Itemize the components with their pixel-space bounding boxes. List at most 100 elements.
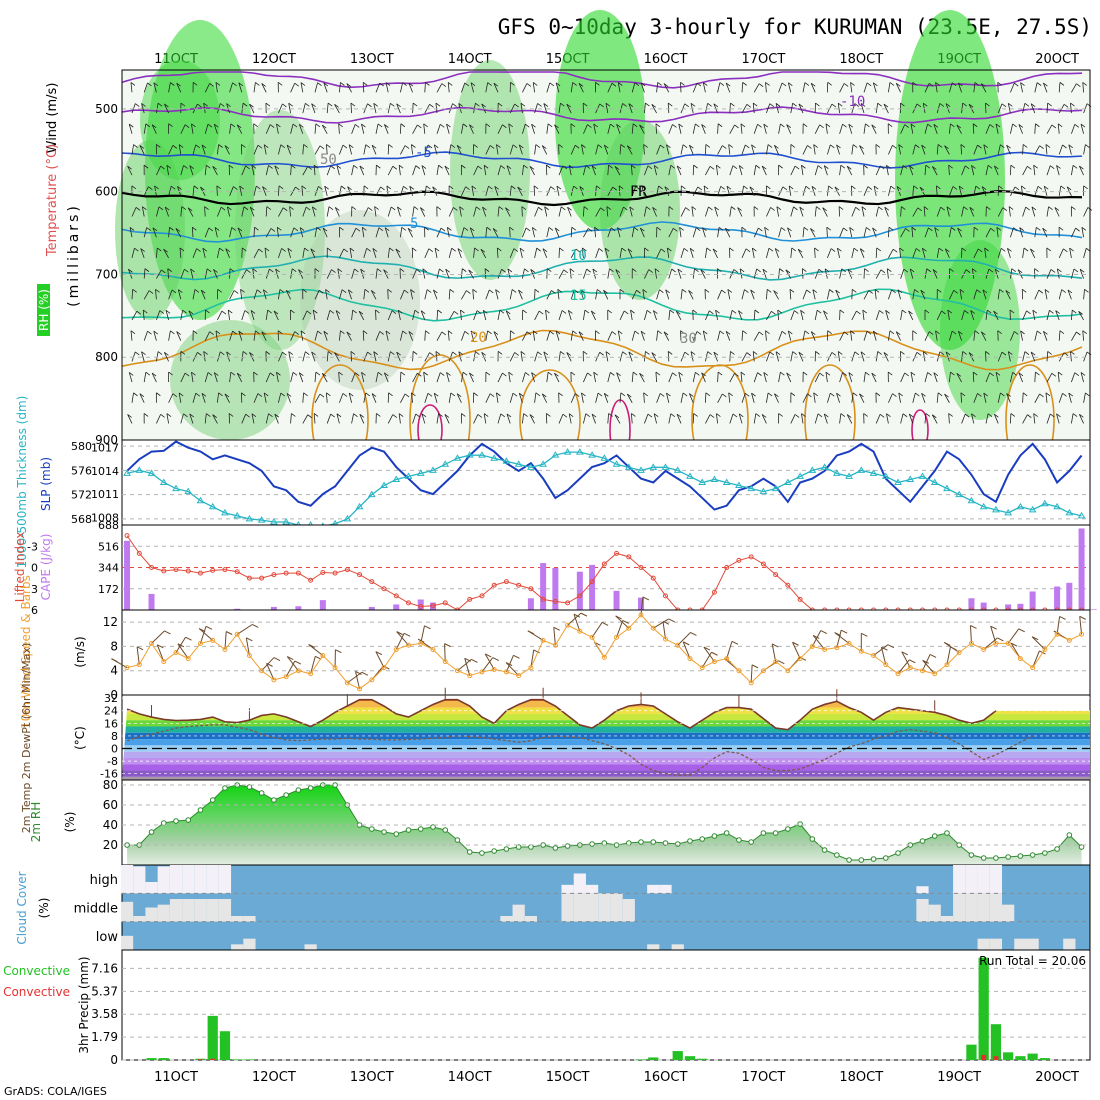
wind-barb bbox=[131, 103, 136, 114]
wind-barb bbox=[229, 123, 232, 134]
wind-barb-flag bbox=[739, 413, 744, 418]
wind-barb-flag bbox=[204, 206, 209, 210]
wind-barb-flag bbox=[655, 371, 661, 376]
wind-barb bbox=[446, 123, 450, 134]
wind-barb-flag bbox=[568, 413, 574, 417]
pressure-tick-label: 500 bbox=[95, 102, 118, 116]
cape-bar bbox=[148, 593, 155, 610]
wind-barb-flag bbox=[207, 372, 213, 376]
wind-barb-flag bbox=[646, 206, 651, 211]
wind-barb bbox=[314, 82, 318, 93]
wind-barb bbox=[326, 206, 330, 217]
wind-barb-flag bbox=[587, 228, 593, 232]
wind-barb-flag bbox=[725, 227, 730, 232]
wind-barb bbox=[900, 228, 906, 238]
wind-barb bbox=[375, 227, 380, 238]
wind-barb bbox=[407, 228, 413, 238]
wind-barb-10m bbox=[355, 671, 361, 690]
wind-barb bbox=[265, 124, 271, 134]
wind-barb-flag bbox=[651, 352, 657, 356]
wind-speed-marker bbox=[295, 668, 301, 674]
wind-barb bbox=[1034, 289, 1040, 300]
thickness-marker bbox=[184, 487, 193, 495]
wind-barb-flag bbox=[765, 82, 770, 86]
wind-barb bbox=[554, 372, 560, 383]
wind-barb bbox=[702, 227, 706, 238]
wind-barb-flag bbox=[525, 227, 531, 232]
rh-marker bbox=[185, 817, 192, 823]
wind-barb-flag bbox=[693, 164, 698, 169]
wind-barb-flag bbox=[656, 226, 662, 231]
wind-barb-flag bbox=[1045, 392, 1051, 397]
wind-barb-flag bbox=[151, 372, 157, 377]
wind-barb-flag bbox=[1030, 351, 1036, 356]
wind-barb-flag bbox=[279, 289, 285, 293]
wind-barb bbox=[167, 268, 169, 279]
wind-barb-flag bbox=[500, 413, 505, 418]
rh-marker bbox=[931, 833, 938, 839]
wind-barb bbox=[263, 144, 267, 155]
wind-barb bbox=[469, 124, 474, 134]
wind-barb-flag bbox=[850, 82, 855, 86]
wind-speed-marker bbox=[1054, 631, 1060, 637]
wind-barb-flag bbox=[212, 165, 217, 170]
wind-barb bbox=[851, 144, 854, 155]
wind-barb-flag bbox=[447, 330, 453, 335]
wind-barb bbox=[302, 206, 307, 217]
wind-barb bbox=[480, 248, 487, 259]
wind-barb bbox=[203, 103, 206, 114]
wind-barb bbox=[339, 393, 344, 403]
wind-barb-flag bbox=[135, 103, 140, 107]
wind-barb-flag bbox=[1047, 102, 1052, 107]
wind-barb-flag bbox=[948, 164, 953, 169]
wind-barb-flag bbox=[477, 165, 483, 170]
wind-barb-flag bbox=[932, 269, 938, 273]
wind-barb bbox=[546, 227, 550, 238]
wind-barb-flag bbox=[831, 352, 837, 356]
wind-barb bbox=[690, 103, 694, 114]
rh-unit: (%) bbox=[63, 812, 77, 833]
wind-barb-10m-flag bbox=[164, 630, 171, 635]
wind-speed-marker bbox=[124, 665, 130, 671]
wind-speed-marker bbox=[663, 636, 668, 642]
wind-barb-flag bbox=[334, 352, 339, 356]
wind-barb-flag bbox=[618, 185, 624, 190]
wind-barb-flag bbox=[817, 413, 823, 418]
wind-barb-flag bbox=[936, 185, 941, 190]
wind-barb-flag bbox=[634, 330, 640, 335]
thickness-marker bbox=[563, 448, 572, 455]
wind-barb-flag bbox=[769, 103, 775, 107]
wind-barb bbox=[224, 145, 230, 155]
wind-barb bbox=[217, 103, 221, 114]
wind-barb-flag bbox=[605, 102, 611, 107]
wind-barb bbox=[765, 82, 767, 93]
wind-barb-flag bbox=[362, 330, 368, 335]
thickness-marker bbox=[906, 475, 915, 482]
wind-barb bbox=[668, 309, 671, 321]
upper-side-rh: RH (%) bbox=[37, 289, 51, 331]
wind-barb-flag bbox=[1023, 247, 1029, 252]
wind-barb bbox=[949, 372, 951, 383]
wind-barb-flag bbox=[322, 124, 327, 129]
wind-barb-10m bbox=[573, 614, 581, 632]
wind-barb-flag bbox=[678, 371, 683, 376]
wind-barb bbox=[387, 414, 394, 424]
wind-barb-flag bbox=[269, 124, 275, 128]
wind-barb bbox=[203, 351, 206, 362]
wind-barb bbox=[424, 393, 429, 403]
wind-barb bbox=[705, 206, 709, 217]
wind-barb-flag bbox=[1027, 414, 1032, 418]
wind-barb bbox=[651, 104, 657, 114]
rh-tick: 60 bbox=[103, 798, 118, 812]
cape-bar bbox=[638, 597, 645, 610]
wind-barb bbox=[424, 330, 426, 341]
wind-barb bbox=[985, 351, 987, 362]
wind-barb-flag bbox=[129, 227, 135, 231]
wind-barb-flag bbox=[1014, 186, 1020, 191]
cloud-bar bbox=[243, 938, 256, 950]
wind-barb bbox=[153, 330, 157, 341]
rh-marker bbox=[283, 792, 289, 798]
wind-barb bbox=[1071, 227, 1076, 238]
wind-barb-flag bbox=[1080, 123, 1086, 128]
wind-barb-flag bbox=[408, 82, 414, 87]
